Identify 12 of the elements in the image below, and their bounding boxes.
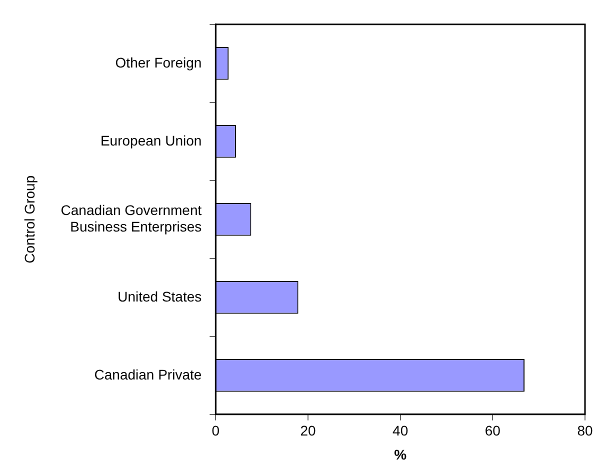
x-tick-label: 80 [577, 422, 593, 439]
x-tick-label: 20 [300, 422, 316, 439]
y-tick-label: Other Foreign [115, 54, 202, 70]
y-tick-label: Canadian Government Business Enterprises [60, 202, 202, 235]
x-tick-label: 0 [212, 422, 220, 439]
x-tick-label: 60 [484, 422, 501, 439]
x-tick-label: 40 [392, 422, 408, 439]
y-tick-label: European Union [100, 132, 202, 148]
y-axis-title: Control Group [21, 175, 38, 264]
y-tick-label: United States [118, 288, 202, 304]
x-axis-title: % [394, 446, 408, 462]
y-tick-label: Canadian Private [94, 366, 202, 382]
